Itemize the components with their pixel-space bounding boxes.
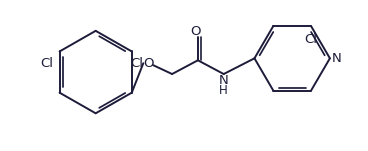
- Text: Cl: Cl: [305, 33, 318, 46]
- Text: O: O: [191, 25, 201, 38]
- Text: O: O: [143, 57, 153, 70]
- Text: Cl: Cl: [130, 57, 143, 70]
- Text: N: N: [219, 74, 229, 87]
- Text: Cl: Cl: [40, 57, 53, 70]
- Text: N: N: [332, 52, 342, 65]
- Text: H: H: [219, 84, 228, 97]
